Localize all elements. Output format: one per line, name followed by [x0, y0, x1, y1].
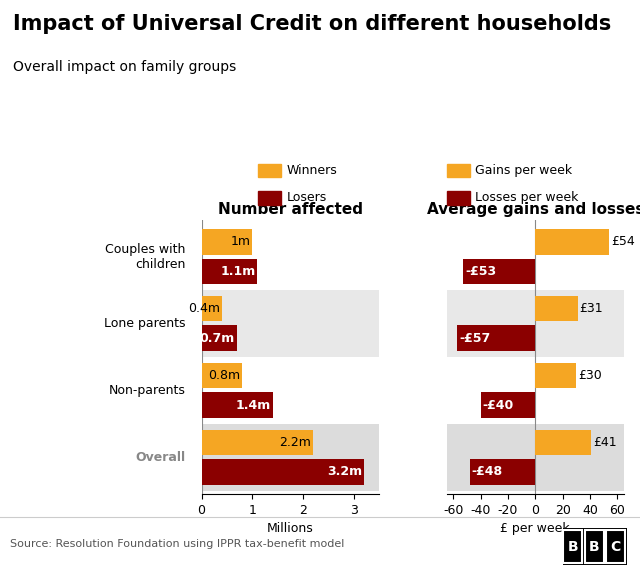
Text: Lone parents: Lone parents — [104, 317, 186, 330]
Bar — [535, 229, 609, 255]
Text: 0.7m: 0.7m — [200, 332, 235, 345]
Text: 2.2m: 2.2m — [279, 436, 311, 449]
Text: 3.2m: 3.2m — [326, 465, 362, 478]
Text: £30: £30 — [579, 369, 602, 382]
Text: -£53: -£53 — [465, 265, 496, 278]
Text: Losers: Losers — [287, 191, 327, 204]
Bar — [202, 392, 273, 418]
Bar — [447, 424, 624, 490]
Text: C: C — [611, 540, 621, 554]
Title: Average gains and losses: Average gains and losses — [427, 202, 640, 218]
Text: B: B — [589, 540, 600, 554]
Text: 0.4m: 0.4m — [188, 302, 220, 315]
Text: £31: £31 — [580, 302, 604, 315]
Bar — [535, 430, 591, 455]
Bar — [447, 164, 470, 178]
Text: B: B — [568, 540, 578, 554]
Title: Number affected: Number affected — [218, 202, 363, 218]
Text: Losses per week: Losses per week — [475, 191, 579, 204]
Text: -£57: -£57 — [460, 332, 491, 345]
Text: Source: Resolution Foundation using IPPR tax-benefit model: Source: Resolution Foundation using IPPR… — [10, 538, 344, 549]
Bar — [202, 430, 313, 455]
Bar — [458, 325, 535, 351]
Text: -£48: -£48 — [472, 465, 503, 478]
Text: £54: £54 — [611, 235, 635, 248]
Bar — [202, 459, 364, 485]
Text: Non-parents: Non-parents — [109, 384, 186, 397]
Text: 1.1m: 1.1m — [220, 265, 255, 278]
Bar — [470, 459, 535, 485]
X-axis label: £ per week: £ per week — [500, 522, 570, 535]
Text: Winners: Winners — [287, 164, 337, 177]
Text: -£40: -£40 — [483, 399, 514, 412]
Text: 1.4m: 1.4m — [236, 399, 271, 412]
Bar — [535, 296, 577, 321]
Bar — [606, 530, 625, 564]
Bar — [447, 357, 624, 424]
Bar — [202, 259, 257, 284]
Bar — [563, 530, 582, 564]
Bar — [259, 191, 282, 205]
Bar — [202, 357, 379, 424]
Text: 0.8m: 0.8m — [208, 369, 240, 382]
Bar — [202, 229, 252, 255]
Bar — [463, 259, 535, 284]
Bar — [202, 325, 237, 351]
Bar — [481, 392, 535, 418]
Text: 1m: 1m — [230, 235, 250, 248]
Bar — [202, 296, 222, 321]
Bar — [202, 223, 379, 290]
Bar — [584, 530, 604, 564]
Bar — [259, 164, 282, 178]
Bar — [202, 363, 242, 388]
Bar — [202, 424, 379, 490]
Text: Overall: Overall — [136, 451, 186, 464]
Text: £41: £41 — [593, 436, 617, 449]
Bar — [447, 290, 624, 357]
Bar — [447, 191, 470, 205]
Text: Overall impact on family groups: Overall impact on family groups — [13, 60, 236, 74]
Bar — [202, 290, 379, 357]
Bar — [535, 363, 576, 388]
X-axis label: Millions: Millions — [267, 522, 314, 535]
Text: Gains per week: Gains per week — [475, 164, 572, 177]
Bar — [447, 223, 624, 290]
Text: Impact of Universal Credit on different households: Impact of Universal Credit on different … — [13, 14, 611, 34]
Text: Couples with
children: Couples with children — [105, 243, 186, 271]
